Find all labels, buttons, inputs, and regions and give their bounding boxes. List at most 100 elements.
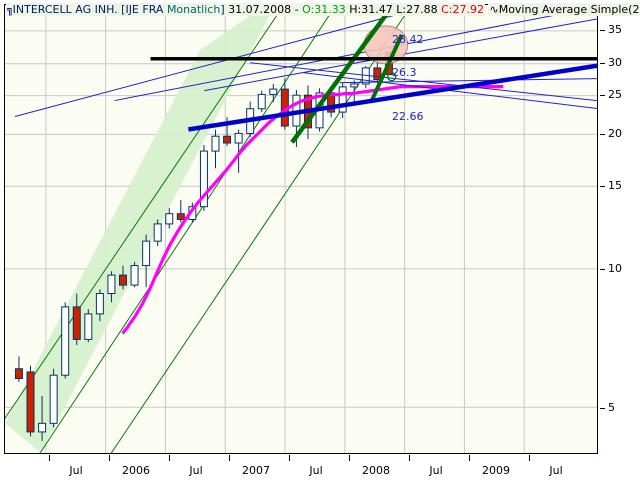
steep-uptrend-green-line-2 (369, 34, 404, 102)
price-tick-label: 35 (608, 23, 622, 36)
candle-body (72, 306, 81, 340)
candle-body (119, 274, 127, 286)
date-tick-label: Jul (189, 464, 203, 477)
date-tick-label: Jul (429, 464, 443, 477)
price-tick-mark (600, 408, 605, 409)
candle-body (199, 150, 208, 208)
candlestick-bar (142, 234, 151, 288)
moving-average-line (121, 85, 504, 335)
candlestick-bar (119, 265, 127, 290)
fan-line-1 (14, 5, 435, 117)
candle-body (234, 132, 243, 144)
high-label: H: (349, 3, 362, 16)
date-tick-mark (409, 455, 410, 461)
candlestick-bar (61, 302, 70, 379)
indicator-name: Moving Average Simple(2) (498, 3, 640, 16)
date-tick-mark (169, 455, 170, 461)
candle-body (373, 67, 382, 81)
open-value: 31.33 (314, 3, 346, 16)
candlestick-bar (95, 289, 104, 322)
price-tick-label: 20 (608, 127, 622, 140)
candle-body (223, 135, 232, 144)
date-tick-mark (289, 455, 290, 461)
candlestick-bar (199, 144, 208, 211)
date-tick-mark (49, 455, 50, 461)
candle-body (14, 368, 23, 379)
date-tick-mark (469, 455, 470, 461)
candlestick-bar (269, 83, 278, 103)
candlestick-bar (107, 271, 116, 303)
candlestick-bar (165, 208, 174, 229)
date-tick-label: 2008 (362, 464, 390, 477)
candlestick-bar (153, 219, 162, 247)
candlestick-bar (257, 90, 266, 113)
candlestick-bar (176, 199, 185, 223)
candle-body (84, 313, 93, 340)
date-tick-mark (529, 455, 530, 461)
date-tick-mark (109, 455, 110, 461)
candlestick-bar (14, 356, 23, 382)
candle-body (176, 213, 185, 220)
close-value: 27.92 (452, 3, 484, 16)
candle-body (338, 86, 347, 113)
exchange-code: [IJE FRA (121, 3, 164, 16)
candle-body (153, 223, 162, 242)
date-tick-label: 2009 (482, 464, 510, 477)
candle-body (107, 274, 116, 295)
date-tick-label: Jul (69, 464, 83, 477)
candle-body (257, 93, 266, 110)
candlestick-bar (211, 129, 220, 169)
resistance-upper-label: 28.42 (392, 33, 424, 46)
date-tick-label: 2007 (242, 464, 270, 477)
candle-body (165, 213, 174, 225)
price-tick-mark (600, 186, 605, 187)
price-tick-label: 15 (608, 179, 622, 192)
candle-body (130, 265, 139, 286)
open-label: O: (302, 3, 315, 16)
candlestick-icon: ╗ (7, 3, 14, 16)
fan-line-6 (339, 78, 597, 84)
chart-plot-area[interactable] (4, 4, 598, 454)
header-title-line: ╗INTERCELL AG INH. [IJE FRA Monatlich] 3… (6, 3, 485, 16)
header-indicator-line: ∿Moving Average Simple(2) [Close, 12, Ne… (488, 3, 640, 16)
trendline-blue-label: 22.66 (392, 110, 424, 123)
close-label: C: (441, 3, 453, 16)
date-tick-label: Jul (309, 464, 323, 477)
candle-body (350, 83, 359, 88)
candle-body (61, 306, 70, 376)
candle-body (269, 88, 278, 95)
uptrend-support-blue-line (188, 63, 597, 132)
wave-icon: ∿ (489, 3, 499, 16)
header-dash: - (294, 3, 299, 16)
candlestick-bar (338, 82, 347, 119)
price-tick-mark (600, 63, 605, 64)
interval-label: Monatlich (166, 3, 221, 16)
low-label: L: (396, 3, 407, 16)
candle-body (211, 135, 220, 152)
high-value: 31.47 (361, 3, 393, 16)
quote-date: 31.07.2008 (228, 3, 292, 16)
candlestick-bar (130, 261, 139, 288)
date-tick-mark (349, 455, 350, 461)
date-tick-label: Jul (549, 464, 563, 477)
price-tick-mark (600, 30, 605, 31)
date-axis: Jul 2006 2007 Jul Jul 2008 Jul 2009 Jul (4, 455, 600, 479)
channel-upper-line (5, 5, 285, 420)
price-tick-mark (600, 269, 605, 270)
regression-channel-fill (5, 5, 275, 453)
price-tick-mark (600, 134, 605, 135)
instrument-name: INTERCELL AG INH. (12, 3, 118, 16)
candlestick-bar (234, 129, 243, 173)
chart-header: ╗INTERCELL AG INH. [IJE FRA Monatlich] 3… (6, 3, 640, 16)
channel-lower-line (39, 5, 337, 453)
support-mid-label: 26.3 (392, 66, 417, 79)
price-tick-mark (600, 95, 605, 96)
candle-body (26, 371, 35, 433)
candlestick-bar (38, 395, 47, 441)
price-tick-label: 25 (608, 88, 622, 101)
plot-background (5, 5, 597, 453)
date-tick-mark (229, 455, 230, 461)
steep-uptrend-green-line (290, 5, 397, 144)
chart-canvas (5, 5, 597, 453)
